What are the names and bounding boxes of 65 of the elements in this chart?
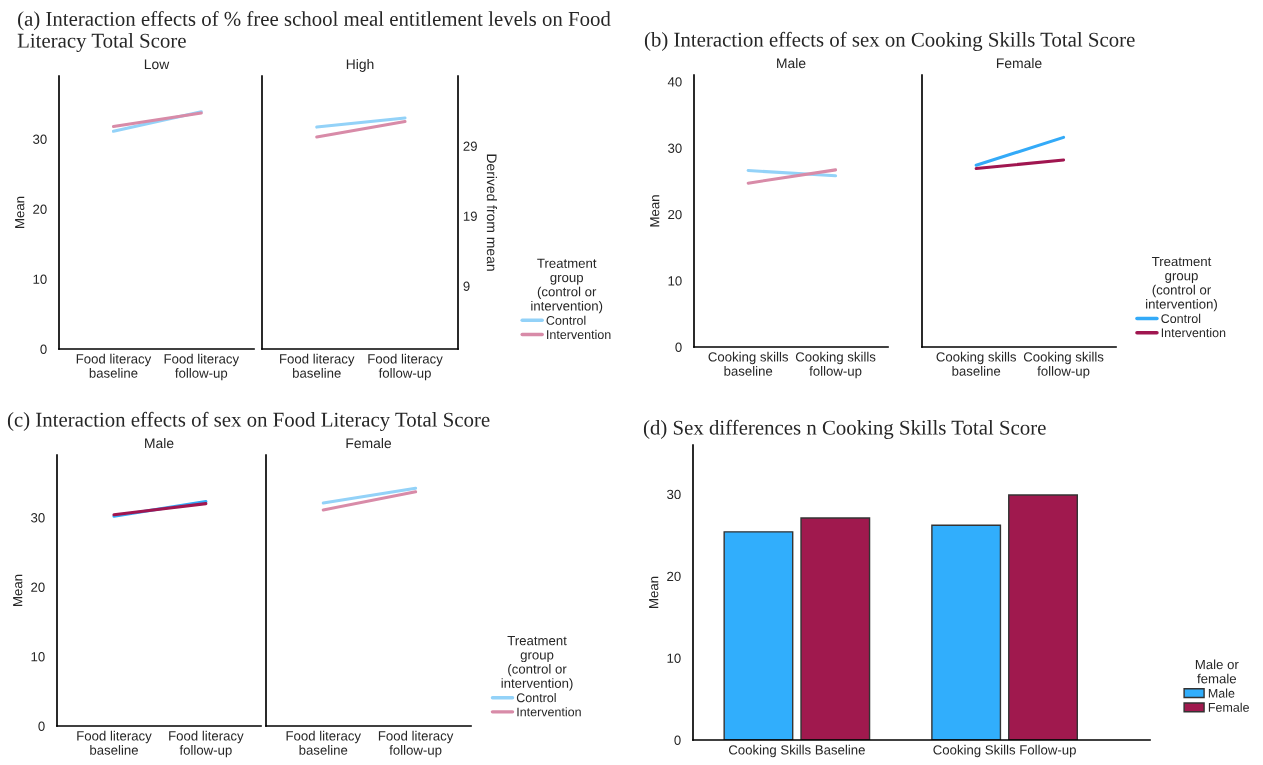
legend-label: Intervention — [547, 329, 611, 340]
y-tick-label: 20 — [668, 209, 682, 220]
x-tick-label: Food literacy baseline — [286, 730, 361, 755]
chart-title: (b) Interaction effects of sex on Cooking Skills Total Score — [644, 31, 1135, 51]
y-tick-label: 20 — [667, 571, 681, 582]
legend-title: Treatment group (control or intervention) — [1146, 256, 1217, 312]
bar — [1008, 494, 1078, 740]
y-tick-label: 0 — [40, 344, 47, 354]
y-tick-label: 10 — [31, 652, 45, 662]
y-tick-label: 20 — [31, 582, 45, 592]
y-tick-label: 10 — [33, 274, 47, 284]
x-tick-label: Food literacy baseline — [280, 353, 355, 378]
text: 19 — [463, 211, 477, 221]
legend-label: Control — [546, 315, 586, 325]
x-tick-label: Cooking skills follow-up — [795, 351, 876, 379]
x-tick-label: Food literacy follow-up — [169, 730, 244, 758]
y-axis-title: Mean — [15, 196, 25, 228]
legend-title: Treatment group (control or intervention) — [501, 636, 573, 691]
legend-label: Intervention — [1161, 328, 1226, 338]
bar — [723, 531, 794, 740]
chart-title: (c) Interaction effects of sex on Food Literacy Total Score — [7, 411, 490, 431]
y-tick-label: 20 — [33, 204, 47, 214]
legend-title: Treatment group (control or intervention) — [531, 258, 603, 314]
x-tick-label: Cooking skills baseline — [936, 351, 1017, 376]
y-tick-label: 0 — [38, 721, 45, 731]
x-tick-label: Food literacy follow-up — [368, 353, 443, 381]
x-tick-label: Cooking Skills Follow-up — [933, 744, 1076, 758]
y-tick-label: 30 — [33, 134, 47, 144]
x-tick-label: Food literacy baseline — [76, 353, 152, 378]
y-axis-title: Mean — [649, 576, 659, 608]
legend-title: Male or female — [1195, 659, 1239, 684]
y-tick-label: 10 — [667, 653, 681, 663]
text: 9 — [463, 281, 470, 291]
y-tick-label: 10 — [668, 276, 682, 286]
x-tick-label: Cooking skills baseline — [708, 351, 789, 376]
x-tick-label: Cooking Skills Baseline — [728, 744, 865, 758]
y-tick-label: 40 — [667, 77, 682, 87]
chart-subtitle: Male — [777, 57, 806, 69]
y-tick-label: 30 — [667, 489, 681, 500]
chart-subtitle: Low — [144, 59, 170, 70]
y2-axis-title: Derived from mean — [486, 154, 497, 271]
legend-label: Intervention — [517, 707, 581, 717]
y-tick-label: 30 — [31, 513, 45, 523]
bar — [931, 524, 1002, 740]
legend-label: Female — [1208, 702, 1249, 712]
bar — [800, 517, 871, 740]
text: 29 — [463, 141, 477, 151]
x-tick-label: Food literacy baseline — [77, 730, 152, 755]
legend-label: Control — [516, 693, 556, 703]
y-axis-title: Mean — [13, 574, 23, 606]
legend-label: Control — [1161, 313, 1201, 324]
y-tick-label: 0 — [675, 342, 682, 352]
chart-subtitle: Female — [996, 57, 1042, 69]
y-tick-label: 0 — [674, 735, 681, 745]
y-axis-title: Mean — [650, 195, 660, 227]
chart-subtitle: High — [346, 58, 374, 72]
x-tick-label: Food literacy follow-up — [164, 353, 240, 381]
text: (a) Interaction effects of % free school meal entitlement levels on Food Literacy Total Score — [17, 11, 611, 52]
chart-title: (d) Sex differences n Cooking Skills Total Score — [643, 419, 1046, 439]
x-tick-label: Food literacy follow-up — [378, 730, 454, 758]
chart-subtitle: Female — [346, 437, 392, 449]
chart-subtitle: Male — [145, 437, 174, 449]
x-tick-label: Cooking skills follow-up — [1023, 351, 1104, 379]
y-tick-label: 30 — [668, 143, 682, 153]
legend-label: Male — [1208, 688, 1235, 698]
